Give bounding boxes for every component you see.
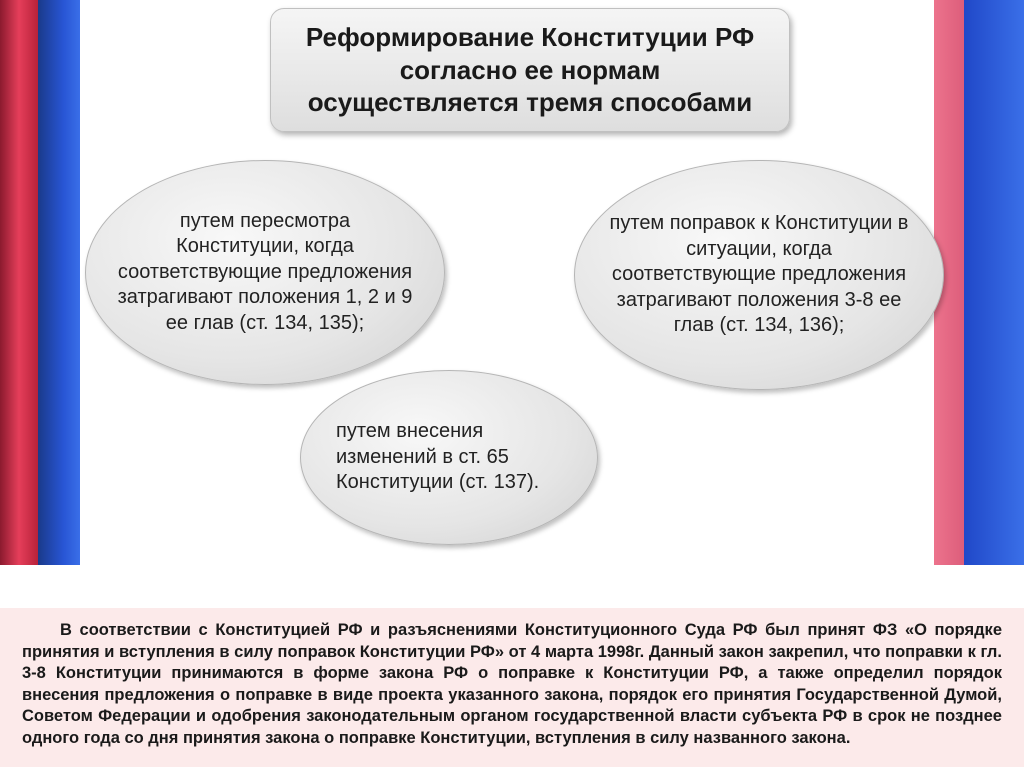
ellipse-left-text: путем пересмотра Конституции, когда соот… bbox=[116, 209, 414, 337]
bottom-paragraph-text: В соответствии с Конституцией РФ и разъя… bbox=[22, 620, 1002, 749]
ellipse-bottom-text: путем внесения изменений в ст. 65 Консти… bbox=[336, 419, 562, 496]
ellipse-right-text: путем поправок к Конституции в ситуации,… bbox=[605, 211, 913, 339]
bg-stripe-blue-left bbox=[38, 0, 80, 565]
ellipse-left: путем пересмотра Конституции, когда соот… bbox=[85, 160, 445, 385]
bottom-paragraph: В соответствии с Конституцией РФ и разъя… bbox=[0, 608, 1024, 767]
header-title: Реформирование Конституции РФ согласно е… bbox=[291, 21, 769, 119]
ellipse-bottom: путем внесения изменений в ст. 65 Консти… bbox=[300, 370, 598, 545]
bg-stripe-blue-right bbox=[964, 0, 1024, 565]
ellipse-right: путем поправок к Конституции в ситуации,… bbox=[574, 160, 944, 390]
header-box: Реформирование Конституции РФ согласно е… bbox=[270, 8, 790, 132]
bg-stripe-red-left bbox=[0, 0, 38, 565]
